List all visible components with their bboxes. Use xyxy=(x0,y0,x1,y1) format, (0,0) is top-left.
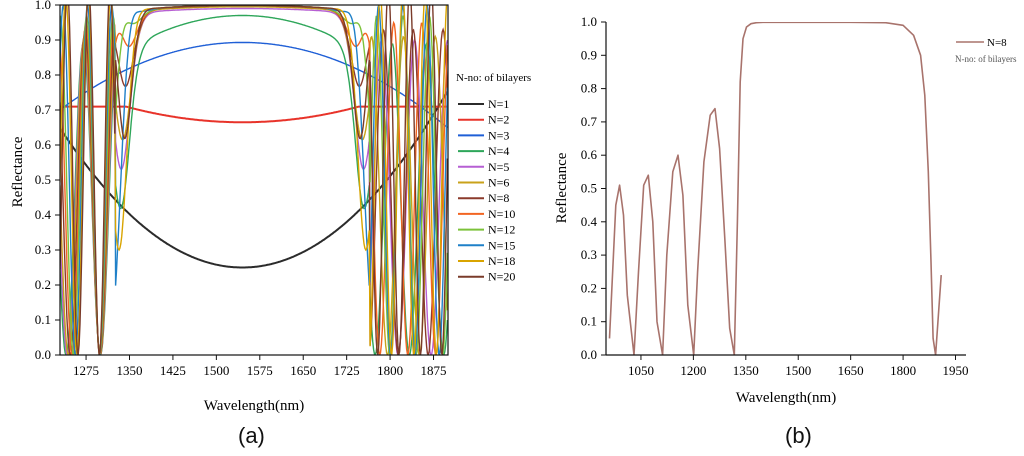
legend-label: N=10 xyxy=(488,207,515,221)
legend-item: N=18 xyxy=(458,254,515,268)
series-line-n-6 xyxy=(60,6,448,355)
y-tick-label: 0.4 xyxy=(581,214,598,229)
y-axis-label: Reflectance xyxy=(10,136,26,207)
y-tick-label: 0.9 xyxy=(35,32,51,47)
legend-label: N=3 xyxy=(488,128,509,142)
x-tick-label: 1350 xyxy=(116,363,142,378)
y-tick-label: 0.9 xyxy=(581,47,597,62)
x-tick-label: 1650 xyxy=(290,363,316,378)
x-tick-label: 1200 xyxy=(680,363,706,378)
legend-label: N=18 xyxy=(488,254,515,268)
legend-item: N=2 xyxy=(458,113,509,127)
y-tick-label: 0.2 xyxy=(581,280,597,295)
legend-title: N-no: of bilayers xyxy=(456,72,531,84)
y-axis-label: Reflectance xyxy=(554,152,570,223)
x-tick-label: 1575 xyxy=(247,363,273,378)
x-tick-label: 1425 xyxy=(160,363,186,378)
y-tick-label: 0.1 xyxy=(581,314,597,329)
legend-label: N=2 xyxy=(488,113,509,127)
legend-label: N=20 xyxy=(488,270,515,284)
y-tick-label: 0.0 xyxy=(581,347,597,362)
x-tick-label: 1800 xyxy=(890,363,916,378)
y-tick-label: 0.3 xyxy=(581,247,597,262)
x-tick-label: 1350 xyxy=(733,363,759,378)
x-tick-label: 1275 xyxy=(73,363,99,378)
chart-panel-a: 1275 1350 1425 1500 1575 1650 1725 1800 1875 0.0… xyxy=(10,0,531,414)
x-tick-label: 1875 xyxy=(421,363,447,378)
chart-panel-b: 1050 1200 1350 1500 1650 1800 1950 0.0 0.1 0.2 0.… xyxy=(554,14,1017,406)
y-tick-label: 0.3 xyxy=(35,242,51,257)
caption-b: (b) xyxy=(785,423,812,448)
legend-item: N=20 xyxy=(458,270,515,284)
legend-item: N=6 xyxy=(458,176,509,190)
legend-item: N=15 xyxy=(458,238,515,252)
legend-item: N=4 xyxy=(458,144,509,158)
y-tick-label: 1.0 xyxy=(581,14,597,29)
y-tick-label: 0.8 xyxy=(35,67,51,82)
series-line-n-8 xyxy=(608,22,942,355)
y-tick-label: 0.4 xyxy=(35,207,52,222)
y-tick-label: 0.0 xyxy=(35,347,51,362)
legend-label: N=4 xyxy=(488,144,509,158)
legend-item: N=1 xyxy=(458,97,509,111)
series-group xyxy=(608,22,942,355)
legend-item: N=12 xyxy=(458,223,515,237)
x-tick-label: 1500 xyxy=(203,363,229,378)
x-axis-label: Wavelength(nm) xyxy=(204,398,304,414)
legend-title: N-no: of bilayers xyxy=(955,54,1017,64)
y-tick-label: 0.7 xyxy=(35,102,52,117)
legend: N-no: of bilayers N=1 N=2N=3 N=4 N=5 N=6N=8 N=… xyxy=(456,72,531,284)
legend-label: N=15 xyxy=(488,238,515,252)
axes xyxy=(605,22,966,356)
x-tick-label: 1950 xyxy=(943,363,969,378)
legend-item: N=5 xyxy=(458,160,509,174)
y-tick-label: 0.5 xyxy=(581,181,597,196)
legend-label: N=5 xyxy=(488,160,509,174)
series-group xyxy=(60,5,448,355)
legend-item: N=3 xyxy=(458,128,509,142)
legend-label: N=8 xyxy=(488,191,509,205)
legend-label: N=6 xyxy=(488,176,509,190)
legend-label: N=8 xyxy=(987,37,1007,49)
x-axis-label: Wavelength(nm) xyxy=(736,390,836,406)
y-tick-label: 0.1 xyxy=(35,312,51,327)
legend-item: N=8 xyxy=(458,191,509,205)
y-tick-label: 0.5 xyxy=(35,172,51,187)
x-tick-label: 1650 xyxy=(838,363,864,378)
x-tick-label: 1725 xyxy=(334,363,360,378)
y-tick-label: 0.6 xyxy=(581,147,598,162)
y-tick-label: 0.6 xyxy=(35,137,52,152)
x-tick-label: 1800 xyxy=(377,363,403,378)
caption-a: (a) xyxy=(238,423,265,448)
legend: N=8 N-no: of bilayers xyxy=(955,37,1017,64)
legend-item: N=10 xyxy=(458,207,515,221)
legend-label: N=12 xyxy=(488,223,515,237)
y-tick-label: 1.0 xyxy=(35,0,51,12)
x-tick-label: 1050 xyxy=(628,363,654,378)
x-tick-label: 1500 xyxy=(785,363,811,378)
legend-item: N=8 xyxy=(956,37,1007,49)
y-tick-label: 0.7 xyxy=(581,114,598,129)
legend-label: N=1 xyxy=(488,97,509,111)
y-tick-label: 0.8 xyxy=(581,81,597,96)
y-tick-label: 0.2 xyxy=(35,277,51,292)
